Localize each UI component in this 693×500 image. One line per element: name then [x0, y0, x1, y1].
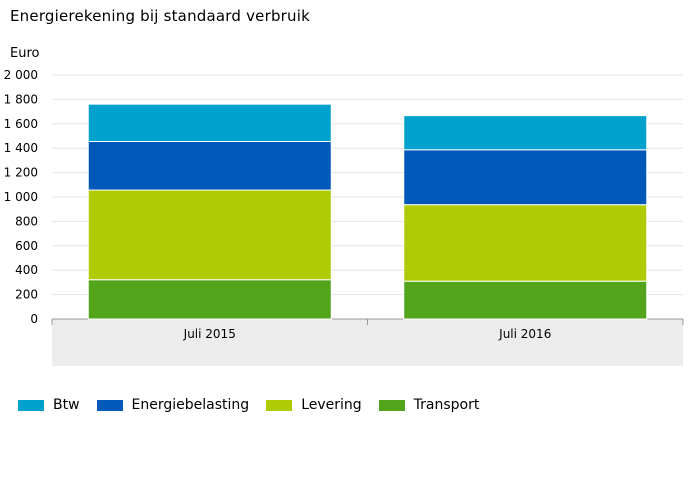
legend-item-btw: Btw — [18, 397, 80, 413]
y-tick-label: 0 — [30, 312, 38, 326]
y-tick-label: 200 — [15, 288, 38, 302]
legend-swatch — [266, 399, 293, 411]
legend-label: Levering — [301, 397, 362, 413]
stacked-bar-chart: 0 200 400 600 800 1 000 1 200 1 400 1 600 1 800 2 … — [4, 68, 684, 366]
legend-label: Energiebelasting — [131, 397, 250, 413]
bar-segment-btw — [403, 115, 648, 151]
y-tick-label: 2 000 — [4, 68, 38, 82]
y-tick-label: 600 — [15, 239, 38, 253]
legend-swatch — [378, 399, 405, 411]
legend-item-energiebelasting: Energiebelasting — [96, 397, 250, 413]
y-tick-label: 1 200 — [4, 166, 38, 180]
legend-label: Btw — [53, 397, 80, 413]
bar-segment-levering — [403, 204, 648, 282]
bar-segment-transport — [403, 280, 648, 320]
bar-segment-energiebelasting — [87, 140, 332, 191]
y-tick-label: 1 800 — [4, 92, 38, 106]
y-tick-label: 1 600 — [4, 117, 38, 131]
y-tick-label: 1 000 — [4, 190, 38, 204]
bar-segment-levering — [87, 189, 332, 281]
bar-segment-energiebelasting — [403, 149, 648, 206]
legend-swatch — [18, 399, 44, 411]
y-tick-label: 800 — [15, 214, 38, 228]
y-tick-label: 1 400 — [4, 141, 38, 155]
legend-label: Transport — [413, 397, 480, 413]
x-category-label: Juli 2016 — [498, 327, 551, 341]
legend-item-levering: Levering — [266, 397, 362, 413]
bar-segment-btw — [87, 103, 332, 142]
x-axis-band — [52, 319, 683, 366]
chart-title: Energierekening bij standaard verbruik — [10, 7, 310, 25]
chart-legend: Btw Energiebelasting Levering Transport — [18, 397, 496, 413]
y-axis-unit-label: Euro — [10, 46, 40, 61]
y-tick-label: 400 — [15, 263, 38, 277]
legend-item-transport: Transport — [378, 397, 480, 413]
x-category-label: Juli 2015 — [183, 327, 236, 341]
bar-segment-transport — [87, 279, 332, 320]
legend-swatch — [96, 399, 123, 411]
